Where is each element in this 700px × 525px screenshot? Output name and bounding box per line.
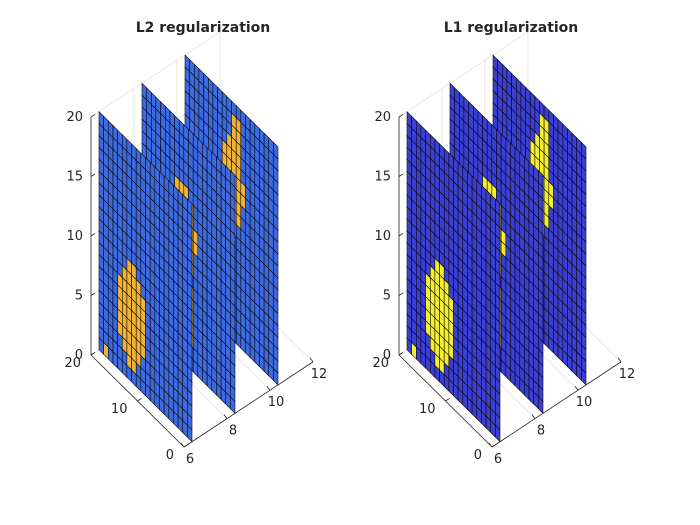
surface-cell bbox=[495, 198, 501, 217]
surface-slices bbox=[98, 54, 279, 443]
grid-line bbox=[398, 31, 529, 118]
z-tick-label: 20 bbox=[66, 110, 83, 125]
y-tick-mark bbox=[137, 398, 142, 402]
x-tick-label: 12 bbox=[311, 367, 328, 382]
z-tick-mark bbox=[90, 173, 96, 177]
x-tick-label: 8 bbox=[229, 424, 237, 439]
surface-cell bbox=[273, 141, 279, 160]
x-tick-label: 8 bbox=[537, 424, 545, 439]
z-tick-mark bbox=[398, 233, 404, 237]
grid-line bbox=[90, 31, 221, 118]
z-tick-label: 15 bbox=[374, 170, 391, 185]
slice-x-7 bbox=[98, 111, 193, 443]
x-tick-label: 6 bbox=[186, 452, 194, 467]
x-axis-line bbox=[183, 361, 314, 448]
z-tick-label: 10 bbox=[374, 229, 391, 244]
surface-cell bbox=[187, 198, 193, 217]
surface-cell bbox=[538, 170, 544, 188]
y-tick-mark bbox=[398, 352, 404, 356]
z-tick-label: 15 bbox=[66, 170, 83, 185]
x-tick-mark bbox=[266, 385, 271, 391]
z-tick-label: 5 bbox=[383, 289, 391, 304]
z-tick-mark bbox=[90, 292, 96, 296]
z-tick-mark bbox=[398, 173, 404, 177]
surface-cell bbox=[581, 141, 587, 160]
y-tick-label: 0 bbox=[166, 448, 174, 463]
y-tick-label: 10 bbox=[419, 402, 436, 417]
x-tick-label: 10 bbox=[268, 395, 285, 410]
y-tick-label: 20 bbox=[64, 356, 81, 371]
y-tick-label: 10 bbox=[111, 402, 128, 417]
y-tick-label: 20 bbox=[372, 356, 389, 371]
z-tick-label: 5 bbox=[75, 289, 83, 304]
z-tick-mark bbox=[398, 114, 404, 118]
z-tick-label: 0 bbox=[75, 348, 83, 363]
x-tick-mark bbox=[180, 442, 185, 448]
z-tick-label: 20 bbox=[374, 110, 391, 125]
x-tick-label: 6 bbox=[494, 452, 502, 467]
y-tick-label: 0 bbox=[474, 448, 482, 463]
x-tick-label: 10 bbox=[576, 395, 593, 410]
x-tick-mark bbox=[223, 414, 228, 419]
x-tick-mark bbox=[309, 357, 314, 363]
x-tick-mark bbox=[531, 414, 536, 419]
slice-x-7 bbox=[406, 111, 501, 443]
x-tick-label: 12 bbox=[619, 367, 636, 382]
z-tick-mark bbox=[90, 114, 96, 118]
x-axis-line bbox=[491, 361, 622, 448]
y-tick-mark bbox=[491, 444, 497, 448]
z-tick-label: 0 bbox=[383, 348, 391, 363]
x-tick-mark bbox=[574, 385, 579, 391]
z-tick-mark bbox=[90, 233, 96, 237]
surface-slices bbox=[406, 54, 587, 443]
y-tick-mark bbox=[445, 398, 450, 402]
chart-title-l1: L1 regularization bbox=[444, 20, 579, 36]
surface-cell bbox=[230, 170, 236, 188]
x-tick-mark bbox=[617, 357, 622, 363]
y-tick-mark bbox=[183, 444, 189, 448]
z-tick-label: 10 bbox=[66, 229, 83, 244]
chart-title-l2: L2 regularization bbox=[136, 20, 271, 36]
y-tick-mark bbox=[90, 352, 96, 356]
x-tick-mark bbox=[488, 442, 493, 448]
z-tick-mark bbox=[398, 292, 404, 296]
